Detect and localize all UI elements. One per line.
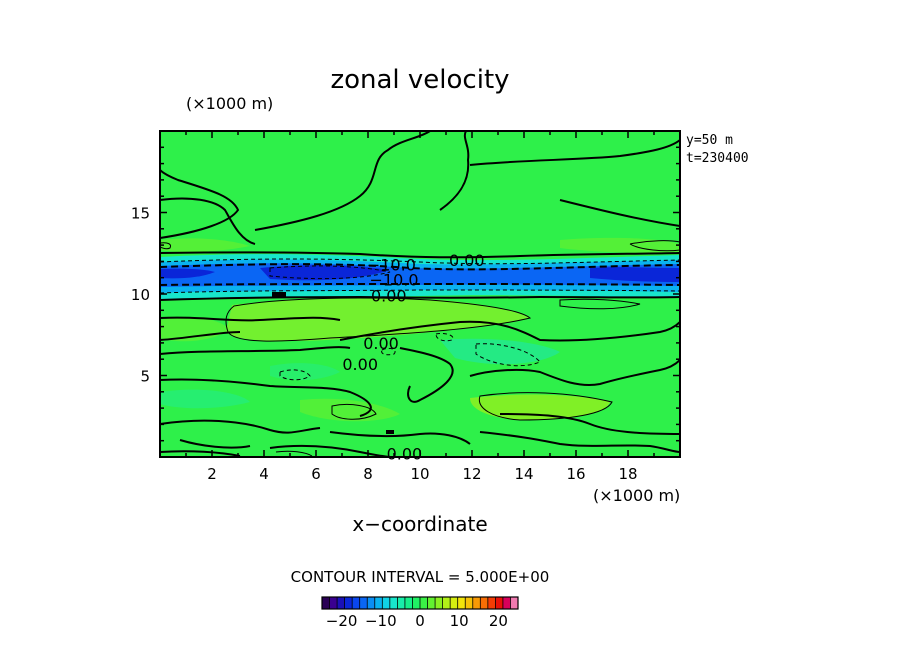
annotation-t: t=230400 bbox=[686, 151, 749, 166]
y-tick-label: 10 bbox=[131, 286, 150, 304]
contour-label: 0.00 bbox=[342, 355, 378, 374]
contour-label: −10.0 bbox=[369, 270, 418, 289]
colorbar-swatch bbox=[344, 597, 353, 609]
x-tick-label: 2 bbox=[207, 465, 217, 483]
y-tick-label: 5 bbox=[140, 368, 150, 386]
field-patch bbox=[160, 238, 250, 253]
axis-tick-labels: 2 4 6 8 10 12 14 16 18 5 10 15 bbox=[131, 205, 638, 484]
jet-core bbox=[590, 267, 680, 282]
colorbar-swatch bbox=[322, 597, 330, 609]
contour-label: 0.00 bbox=[363, 334, 399, 353]
colorbar-frame bbox=[321, 596, 519, 610]
field-patch bbox=[160, 317, 230, 342]
x-tick-label: 10 bbox=[410, 465, 429, 483]
x-tick-label: 12 bbox=[462, 465, 481, 483]
y-axis-unit-label: (×1000 m) bbox=[186, 94, 273, 113]
plot-area bbox=[160, 131, 680, 457]
colorbar-swatch bbox=[382, 597, 391, 609]
contour-label: 0.00 bbox=[387, 445, 423, 464]
jet-core bbox=[160, 268, 215, 279]
colorbar-swatch bbox=[329, 597, 338, 609]
contour-label: −10.0 bbox=[367, 256, 416, 275]
annotation-y: y=50 m bbox=[686, 133, 733, 148]
colorbar-swatch bbox=[480, 597, 489, 609]
colorbar-swatch bbox=[442, 597, 451, 609]
field-patch bbox=[226, 297, 530, 342]
contour-interval-text: CONTOUR INTERVAL = 5.000E+00 bbox=[291, 568, 550, 586]
x-tick-label: 4 bbox=[259, 465, 269, 483]
colorbar-swatch bbox=[487, 597, 496, 609]
colorbar-tick-label: −20 bbox=[326, 612, 358, 630]
x-tick-label: 8 bbox=[363, 465, 373, 483]
field-patch bbox=[270, 363, 340, 381]
colorbar-swatch bbox=[502, 597, 511, 609]
colorbar-tick-label: −10 bbox=[365, 612, 397, 630]
jet-core bbox=[260, 265, 390, 281]
colorbar-swatch bbox=[495, 597, 504, 609]
colorbar-swatch bbox=[472, 597, 481, 609]
colorbar-tick-labels: −20 −10 0 10 20 bbox=[326, 612, 508, 630]
field-patch bbox=[300, 398, 400, 422]
thin-contours bbox=[160, 240, 680, 457]
colorbar-swatch bbox=[389, 597, 398, 609]
colorbar-swatch bbox=[412, 597, 421, 609]
colorbar-swatch bbox=[397, 597, 406, 609]
colorbar-tick-label: 0 bbox=[415, 612, 425, 630]
colorbar-swatch bbox=[367, 597, 376, 609]
x-axis-unit-label: (×1000 m) bbox=[593, 486, 680, 505]
x-tick-label: 14 bbox=[514, 465, 533, 483]
colorbar-swatch bbox=[337, 597, 346, 609]
axis-ticks bbox=[160, 131, 680, 457]
colorbar-tick-label: 10 bbox=[450, 612, 469, 630]
contour-label: 0.00 bbox=[371, 287, 407, 306]
colorbar-swatch bbox=[510, 597, 519, 609]
x-tick-label: 6 bbox=[311, 465, 321, 483]
x-tick-label: 18 bbox=[618, 465, 637, 483]
y-tick-label: 15 bbox=[131, 205, 150, 223]
colorbar-swatch bbox=[374, 597, 383, 609]
field-speck bbox=[386, 430, 394, 434]
x-axis-label: x−coordinate bbox=[352, 512, 487, 536]
contour-label: 0.00 bbox=[449, 251, 485, 270]
field-speck bbox=[272, 292, 286, 297]
colorbar-swatch bbox=[420, 597, 428, 609]
colorbar-swatch bbox=[427, 597, 436, 609]
colorbar-swatch bbox=[465, 597, 474, 609]
x-tick-label: 16 bbox=[566, 465, 585, 483]
colorbar-swatch bbox=[352, 597, 361, 609]
dashed-contours bbox=[160, 258, 680, 381]
colorbar-swatch bbox=[404, 597, 413, 609]
colorbar bbox=[321, 596, 519, 610]
colorbar-swatch bbox=[435, 597, 444, 609]
field-patch bbox=[160, 389, 250, 409]
solid-contours bbox=[160, 131, 680, 457]
contour-labels: 0.00−10.0−10.00.000.000.000.00 bbox=[342, 251, 484, 464]
colorbar-swatch bbox=[450, 597, 459, 609]
colorbar-swatch bbox=[457, 597, 466, 609]
chart-title: zonal velocity bbox=[330, 65, 509, 95]
field-patch bbox=[440, 338, 560, 365]
colorbar-tick-label: 20 bbox=[489, 612, 508, 630]
colorbar-swatch bbox=[359, 597, 368, 609]
